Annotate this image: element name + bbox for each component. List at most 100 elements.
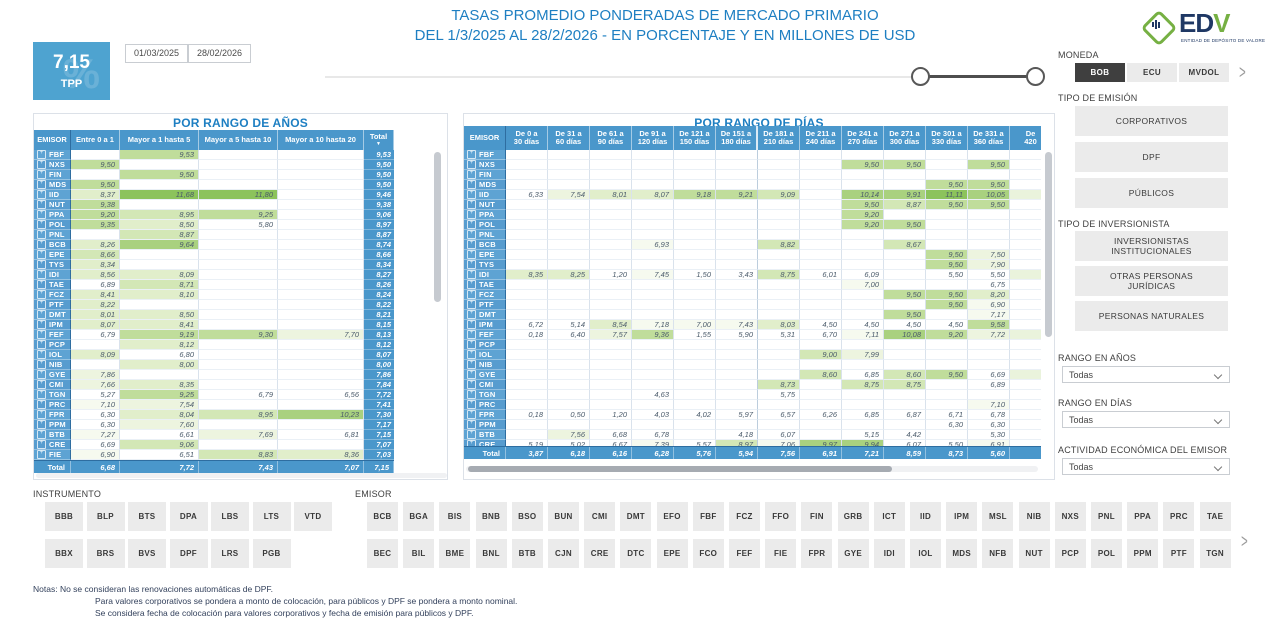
emisor-button-DTC[interactable]: DTC — [620, 539, 652, 568]
emisor-cell-TGN[interactable]: + TGN — [34, 390, 71, 400]
emisor-button-ICT[interactable]: ICT — [873, 502, 905, 531]
expand-plus-icon[interactable]: + — [37, 250, 46, 259]
expand-plus-icon[interactable]: + — [37, 200, 46, 209]
instrumento-button-LRS[interactable]: LRS — [211, 539, 249, 568]
expand-plus-icon[interactable]: + — [37, 170, 46, 179]
moneda-button-BOB[interactable]: BOB — [1075, 63, 1125, 82]
emisor-button-IPM[interactable]: IPM — [946, 502, 978, 531]
moneda-next-chevron-icon[interactable]: > — [1239, 61, 1246, 84]
emisor-cell-GYE[interactable]: + GYE — [34, 370, 71, 380]
expand-plus-icon[interactable]: + — [467, 360, 476, 369]
days-column-header-5[interactable]: De 121 a 150 días — [674, 126, 716, 150]
years-column-header-4[interactable]: Mayor a 10 hasta 20 — [278, 130, 364, 150]
emisor-button-PNL[interactable]: PNL — [1091, 502, 1122, 531]
emisor-button-MSL[interactable]: MSL — [982, 502, 1014, 531]
expand-plus-icon[interactable]: + — [37, 320, 46, 329]
days-column-header-11[interactable]: De 301 a 330 días — [926, 126, 968, 150]
emisor-cell-EPE[interactable]: + EPE — [464, 250, 506, 260]
emisor-cell-BCB[interactable]: + BCB — [464, 240, 506, 250]
emisor-button-FCO[interactable]: FCO — [692, 539, 724, 568]
emisor-cell-FIN[interactable]: + FIN — [464, 170, 506, 180]
expand-plus-icon[interactable]: + — [37, 440, 46, 449]
emisor-cell-FIN[interactable]: + FIN — [34, 170, 71, 180]
emisor-button-BNL[interactable]: BNL — [475, 539, 507, 568]
emisor-cell-PTF[interactable]: + PTF — [34, 300, 71, 310]
emisor-button-BGA[interactable]: BGA — [403, 502, 435, 531]
years-column-header-1[interactable]: Entre 0 a 1 — [71, 130, 120, 150]
emisor-button-POL[interactable]: POL — [1091, 539, 1122, 568]
emisor-cell-NIB[interactable]: + NIB — [464, 360, 506, 370]
expand-plus-icon[interactable]: + — [37, 150, 46, 159]
emisor-cell-TYS[interactable]: + TYS — [34, 260, 71, 270]
emisor-cell-POL[interactable]: + POL — [464, 220, 506, 230]
emisor-cell-FCZ[interactable]: + FCZ — [34, 290, 71, 300]
emisor-button-PTF[interactable]: PTF — [1163, 539, 1195, 568]
expand-plus-icon[interactable]: + — [37, 430, 46, 439]
emisor-cell-BCB[interactable]: + BCB — [34, 240, 71, 250]
tipo-emision-button-p-blicos[interactable]: PÚBLICOS — [1075, 178, 1228, 208]
expand-plus-icon[interactable]: + — [37, 230, 46, 239]
instrumento-button-BTS[interactable]: BTS — [128, 502, 166, 531]
emisor-cell-PNL[interactable]: + PNL — [464, 230, 506, 240]
emisor-cell-PPM[interactable]: + PPM — [34, 420, 71, 430]
emisor-cell-IOL[interactable]: + IOL — [34, 350, 71, 360]
expand-plus-icon[interactable]: + — [37, 450, 46, 459]
emisor-button-NFB[interactable]: NFB — [982, 539, 1014, 568]
emisor-button-CJN[interactable]: CJN — [548, 539, 579, 568]
expand-plus-icon[interactable]: + — [37, 330, 46, 339]
slider-handle-right[interactable] — [1026, 67, 1045, 86]
emisor-cell-FBF[interactable]: + FBF — [464, 150, 506, 160]
days-horizontal-scrollbar[interactable] — [466, 466, 1038, 472]
days-horizontal-scrollbar-thumb[interactable] — [468, 466, 892, 472]
emisor-button-FIN[interactable]: FIN — [801, 502, 833, 531]
expand-plus-icon[interactable]: + — [37, 370, 46, 379]
emisor-cell-IID[interactable]: + IID — [464, 190, 506, 200]
tipo-emision-button-corporativos[interactable]: CORPORATIVOS — [1075, 106, 1228, 136]
emisor-cell-PRC[interactable]: + PRC — [34, 400, 71, 410]
emisor-button-BSO[interactable]: BSO — [511, 502, 543, 531]
emisor-cell-IPM[interactable]: + IPM — [464, 320, 506, 330]
expand-plus-icon[interactable]: + — [37, 160, 46, 169]
emisor-cell-IPM[interactable]: + IPM — [34, 320, 71, 330]
emisor-cell-FCZ[interactable]: + FCZ — [464, 290, 506, 300]
expand-plus-icon[interactable]: + — [37, 270, 46, 279]
days-column-header-0[interactable]: EMISOR — [464, 126, 506, 150]
emisor-cell-PPA[interactable]: + PPA — [464, 210, 506, 220]
emisor-cell-FEF[interactable]: + FEF — [34, 330, 71, 340]
expand-plus-icon[interactable]: + — [467, 180, 476, 189]
actividad-dropdown[interactable]: Todas — [1062, 458, 1230, 475]
days-column-header-10[interactable]: De 271 a 300 días — [884, 126, 926, 150]
expand-plus-icon[interactable]: + — [467, 230, 476, 239]
expand-plus-icon[interactable]: + — [37, 240, 46, 249]
expand-plus-icon[interactable]: + — [37, 390, 46, 399]
emisor-button-BTB[interactable]: BTB — [511, 539, 543, 568]
expand-plus-icon[interactable]: + — [467, 430, 476, 439]
years-column-header-5[interactable]: Total ▼ — [364, 130, 394, 150]
date-slider-track[interactable] — [325, 76, 1035, 78]
days-column-header-3[interactable]: De 61 a 90 días — [590, 126, 632, 150]
expand-plus-icon[interactable]: + — [467, 160, 476, 169]
expand-plus-icon[interactable]: + — [467, 420, 476, 429]
emisor-cell-GYE[interactable]: + GYE — [464, 370, 506, 380]
expand-plus-icon[interactable]: + — [467, 330, 476, 339]
instrumento-button-DPF[interactable]: DPF — [169, 539, 208, 568]
years-column-header-2[interactable]: Mayor a 1 hasta 5 — [120, 130, 199, 150]
emisor-cell-FIE[interactable]: + FIE — [34, 450, 71, 460]
days-column-header-8[interactable]: De 211 a 240 días — [800, 126, 842, 150]
emisor-cell-DMT[interactable]: + DMT — [464, 310, 506, 320]
emisor-cell-PRC[interactable]: + PRC — [464, 400, 506, 410]
emisor-cell-BTB[interactable]: + BTB — [34, 430, 71, 440]
emisor-cell-FPR[interactable]: + FPR — [34, 410, 71, 420]
days-column-header-2[interactable]: De 31 a 60 días — [548, 126, 590, 150]
expand-plus-icon[interactable]: + — [467, 150, 476, 159]
expand-plus-icon[interactable]: + — [37, 180, 46, 189]
emisor-cell-NUT[interactable]: + NUT — [464, 200, 506, 210]
emisor-button-GYE[interactable]: GYE — [837, 539, 869, 568]
emisor-cell-NIB[interactable]: + NIB — [34, 360, 71, 370]
expand-plus-icon[interactable]: + — [37, 300, 46, 309]
expand-plus-icon[interactable]: + — [37, 310, 46, 319]
date-from-input[interactable]: 01/03/2025 — [125, 44, 189, 63]
expand-plus-icon[interactable]: + — [467, 220, 476, 229]
expand-plus-icon[interactable]: + — [467, 310, 476, 319]
emisor-button-BEC[interactable]: BEC — [367, 539, 398, 568]
